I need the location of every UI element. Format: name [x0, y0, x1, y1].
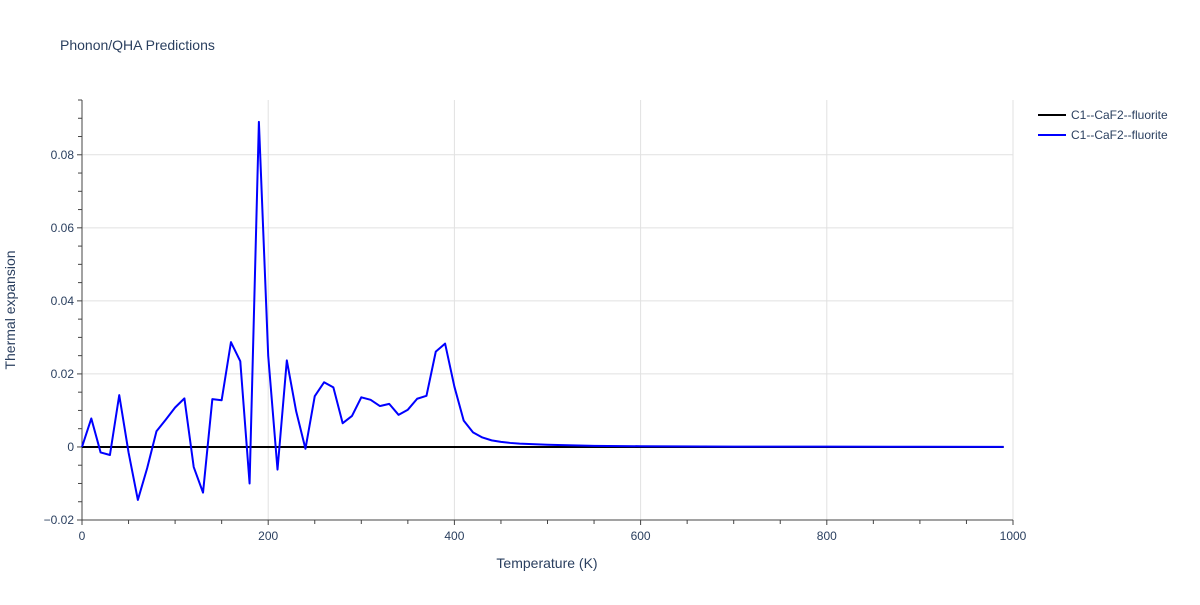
tick-labels: 0 200 400 600 800 1000 −0.02 0 0.02 0.04 0.06 0.08	[44, 148, 1027, 543]
y-tick-label: 0.04	[51, 294, 75, 308]
x-tick-label: 800	[817, 529, 837, 543]
series-line-1[interactable]	[81, 120, 1004, 501]
legend-item-1[interactable]: C1--CaF2--fluorite	[1038, 128, 1168, 142]
y-tick-label: 0	[67, 440, 74, 454]
legend-label: C1--CaF2--fluorite	[1071, 108, 1168, 122]
series-lines	[81, 120, 1004, 501]
y-tick-label: 0.08	[51, 148, 75, 162]
x-tick-label: 1000	[1000, 529, 1027, 543]
y-tick-label: 0.06	[51, 221, 75, 235]
x-tick-label: 400	[444, 529, 464, 543]
grid-lines	[82, 100, 1014, 521]
axes	[77, 99, 1014, 525]
y-axis-title: Thermal expansion	[2, 250, 18, 369]
legend-item-0[interactable]: C1--CaF2--fluorite	[1038, 108, 1168, 122]
chart-title: Phonon/QHA Predictions	[60, 37, 215, 53]
legend-label: C1--CaF2--fluorite	[1071, 128, 1168, 142]
x-tick-label: 0	[79, 529, 86, 543]
x-tick-label: 200	[258, 529, 278, 543]
x-axis-title: Temperature (K)	[496, 555, 597, 571]
y-tick-label: −0.02	[44, 513, 75, 527]
y-tick-label: 0.02	[51, 367, 75, 381]
x-tick-label: 600	[631, 529, 651, 543]
legend[interactable]: C1--CaF2--fluorite C1--CaF2--fluorite	[1038, 108, 1168, 142]
